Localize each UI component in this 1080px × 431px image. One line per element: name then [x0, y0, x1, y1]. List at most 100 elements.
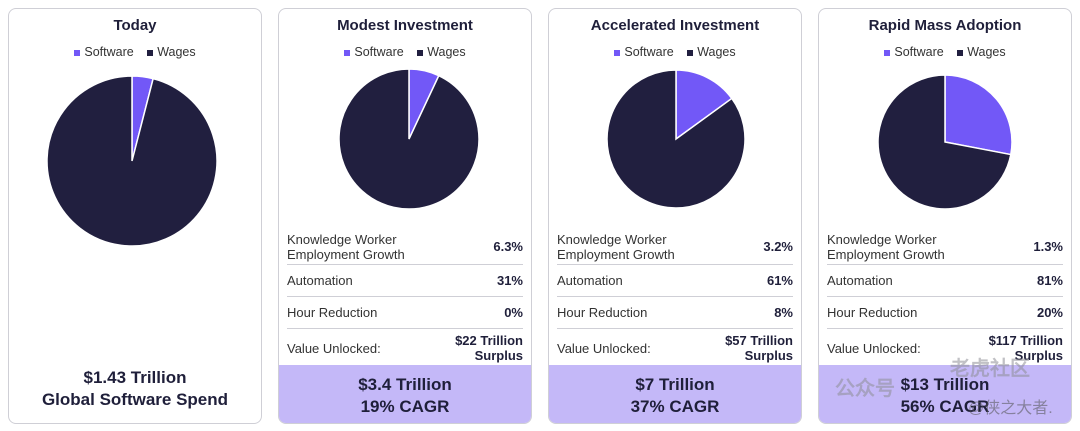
wages-swatch: [417, 49, 424, 56]
today-footer: $1.43 Trillion Global Software Spend: [9, 367, 261, 411]
metric-label: Knowledge Worker Employment Growth: [827, 231, 945, 262]
metric-label: Knowledge Worker Employment Growth: [287, 231, 405, 262]
metrics-table: Knowledge Worker Employment Growth 1.3% A…: [827, 229, 1063, 367]
pie-slice-wages: [338, 68, 480, 210]
metric-label: Automation: [827, 273, 893, 288]
footer-cagr: 56% CAGR: [900, 397, 990, 416]
metric-value: $22 Trillion Surplus: [455, 333, 523, 363]
metric-value: 20%: [1036, 305, 1063, 320]
footer-total: $13 Trillion: [900, 375, 990, 394]
footer-total: $3.4 Trillion: [358, 375, 452, 394]
card-title: Accelerated Investment: [590, 17, 760, 34]
pie-chart-accelerated: [606, 69, 746, 209]
metric-value: 0%: [504, 305, 523, 320]
software-swatch: [74, 49, 81, 56]
metric-row-employment: Knowledge Worker Employment Growth 3.2%: [557, 229, 793, 265]
metric-label: Knowledge Worker Employment Growth: [557, 231, 675, 262]
metrics-table: Knowledge Worker Employment Growth 6.3% A…: [287, 229, 523, 367]
footer-band: $7 Trillion 37% CAGR: [549, 365, 801, 423]
legend-wages: Wages: [417, 45, 466, 59]
metric-label: Hour Reduction: [827, 305, 918, 320]
legend-software-label: Software: [624, 45, 674, 59]
metric-row-automation: Automation 81%: [827, 265, 1063, 297]
card-modest-investment: Modest Investment Software Wages Knowled…: [278, 8, 532, 424]
pie-chart-rapid: [877, 74, 1013, 210]
pie-slice-wages: [606, 69, 746, 209]
footer-band: $13 Trillion 56% CAGR: [819, 365, 1071, 423]
software-swatch: [344, 49, 351, 56]
card-accelerated-investment: Accelerated Investment Software Wages Kn…: [548, 8, 802, 424]
legend-software-label: Software: [354, 45, 404, 59]
card-title: Modest Investment: [337, 17, 473, 34]
legend: Software Wages: [549, 45, 801, 59]
legend-wages: Wages: [147, 45, 196, 59]
pie-slice-software: [944, 74, 1013, 156]
metric-row-hour-reduction: Hour Reduction 8%: [557, 297, 793, 329]
legend-wages-label: Wages: [967, 45, 1006, 59]
legend-software-label: Software: [84, 45, 134, 59]
metric-row-automation: Automation 31%: [287, 265, 523, 297]
metric-value: 81%: [1036, 273, 1063, 288]
metric-row-employment: Knowledge Worker Employment Growth 6.3%: [287, 229, 523, 265]
legend: Software Wages: [9, 45, 261, 59]
legend-wages: Wages: [687, 45, 736, 59]
metric-value: 3.2%: [763, 239, 793, 254]
metric-row-automation: Automation 61%: [557, 265, 793, 297]
legend-wages-label: Wages: [157, 45, 196, 59]
footer-total: $7 Trillion: [635, 375, 715, 394]
watermark-text: 公众号: [835, 378, 895, 400]
legend-wages: Wages: [957, 45, 1006, 59]
metric-label: Value Unlocked:: [287, 340, 381, 356]
card-title: Today: [113, 17, 157, 34]
metric-value: $57 Trillion Surplus: [725, 333, 793, 363]
footer-band: $3.4 Trillion 19% CAGR: [279, 365, 531, 423]
software-swatch: [884, 49, 891, 56]
footer-subtitle: Global Software Spend: [41, 390, 229, 409]
pie-chart-today: [46, 75, 218, 247]
metric-label: Hour Reduction: [557, 305, 648, 320]
wages-swatch: [957, 49, 964, 56]
wages-swatch: [147, 49, 154, 56]
metric-value: 1.3%: [1033, 239, 1063, 254]
legend-wages-label: Wages: [697, 45, 736, 59]
legend-software: Software: [344, 45, 404, 59]
metric-row-value-unlocked: Value Unlocked: $117 Trillion Surplus: [827, 329, 1063, 367]
legend-wages-label: Wages: [427, 45, 466, 59]
metric-row-hour-reduction: Hour Reduction 20%: [827, 297, 1063, 329]
legend-software-label: Software: [894, 45, 944, 59]
metric-value: $117 Trillion Surplus: [988, 333, 1063, 363]
metric-label: Hour Reduction: [287, 305, 378, 320]
pie-slice-wages: [46, 75, 218, 247]
pie-chart-modest: [338, 68, 480, 210]
metric-label: Value Unlocked:: [827, 340, 921, 356]
metric-label: Automation: [287, 273, 353, 288]
metric-label: Automation: [557, 273, 623, 288]
metric-value: 31%: [496, 273, 523, 288]
pie-slice-wages: [877, 74, 1012, 210]
legend-software: Software: [614, 45, 674, 59]
footer-total: $1.43 Trillion: [83, 368, 187, 387]
metrics-table: Knowledge Worker Employment Growth 3.2% A…: [557, 229, 793, 367]
watermark-text: @侠之大者.: [968, 400, 1053, 417]
metric-value: 6.3%: [493, 239, 523, 254]
legend-software: Software: [74, 45, 134, 59]
card-title: Rapid Mass Adoption: [868, 17, 1022, 34]
metric-row-hour-reduction: Hour Reduction 0%: [287, 297, 523, 329]
legend: Software Wages: [819, 45, 1071, 59]
metric-row-value-unlocked: Value Unlocked: $57 Trillion Surplus: [557, 329, 793, 367]
metric-value: 8%: [774, 305, 793, 320]
metric-value: 61%: [766, 273, 793, 288]
legend-software: Software: [884, 45, 944, 59]
metric-row-employment: Knowledge Worker Employment Growth 1.3%: [827, 229, 1063, 265]
footer-cagr: 37% CAGR: [630, 397, 720, 416]
legend: Software Wages: [279, 45, 531, 59]
card-today: Today Software Wages $1.43 Trillion Glob…: [8, 8, 262, 424]
software-swatch: [614, 49, 621, 56]
pie-slice-software: [675, 69, 733, 141]
watermark-text: 老虎社区: [950, 358, 1030, 380]
card-rapid-mass-adoption: Rapid Mass Adoption Software Wages Knowl…: [818, 8, 1072, 424]
wages-swatch: [687, 49, 694, 56]
metric-label: Value Unlocked:: [557, 340, 651, 356]
footer-cagr: 19% CAGR: [360, 397, 450, 416]
metric-row-value-unlocked: Value Unlocked: $22 Trillion Surplus: [287, 329, 523, 367]
